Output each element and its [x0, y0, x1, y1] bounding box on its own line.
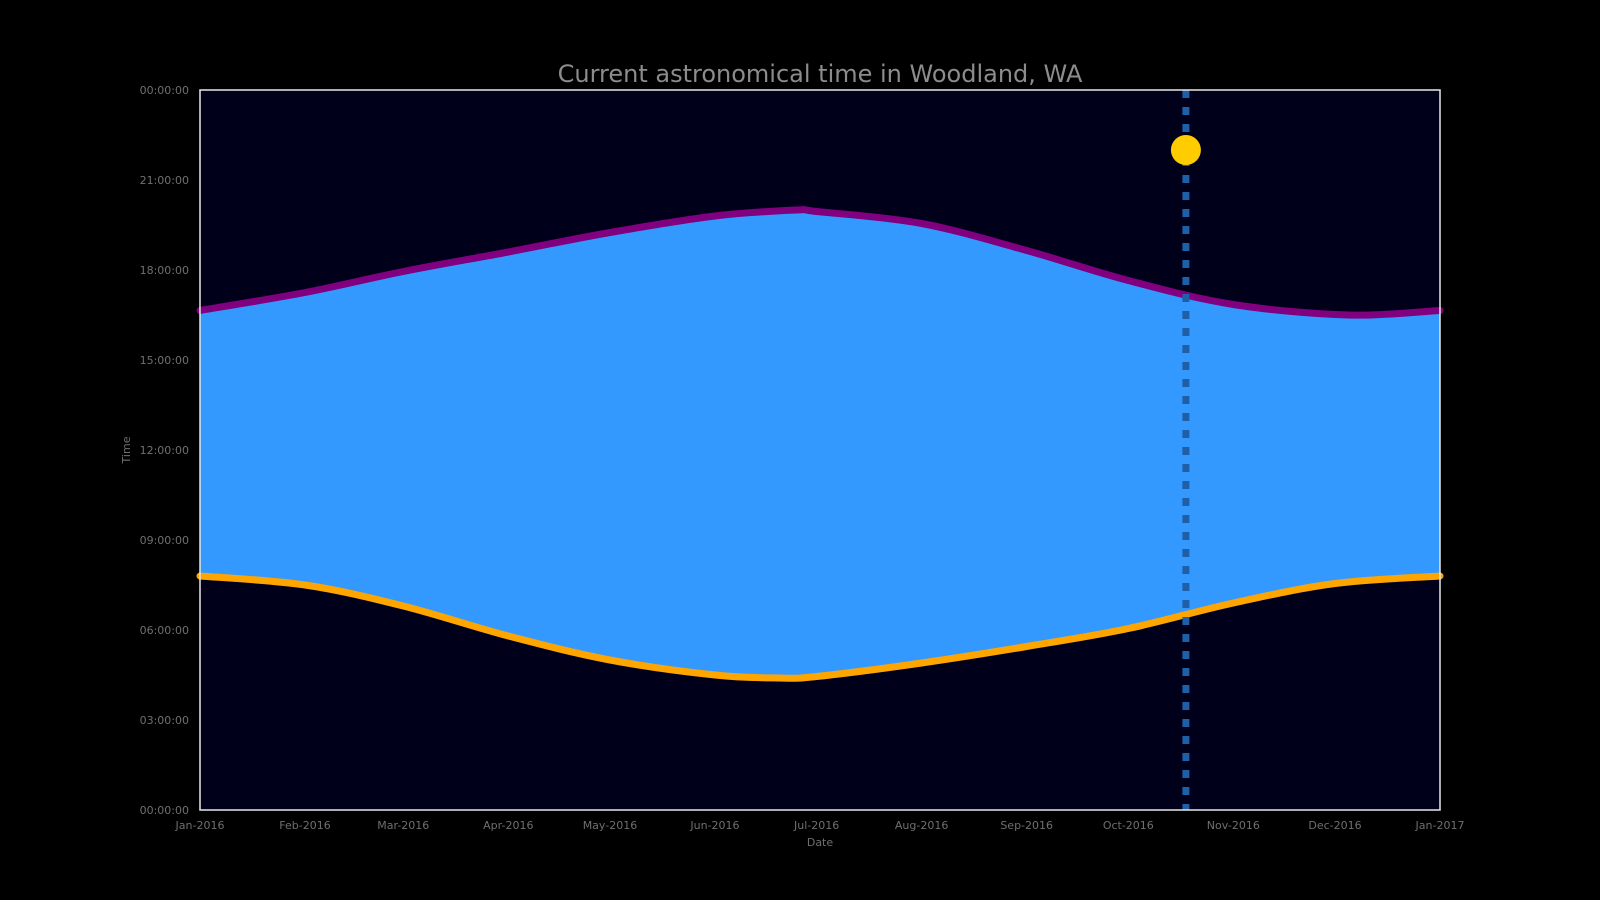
x-axis-ticks: Jan-2016 Feb-2016 Mar-2016 Apr-2016 May-2016… [175, 819, 1465, 832]
y-tick-label: 00:00:00 [140, 84, 189, 97]
y-tick-label: 00:00:00 [140, 804, 189, 817]
sunrise-line [196, 572, 1444, 682]
current-sun-position [1170, 135, 1201, 165]
y-axis-ticks: 00:00:00 03:00:00 06:00:00 09:00:00 12:00:00… [140, 84, 189, 817]
x-tick-label: Sep-2016 [1000, 819, 1053, 832]
daylight-band [200, 209, 1440, 679]
sunset-line [196, 206, 1444, 319]
y-tick-label: 09:00:00 [140, 534, 189, 547]
x-tick-label: Apr-2016 [483, 819, 533, 832]
y-axis-label: Time [120, 436, 133, 464]
x-tick-label: Jun-2016 [689, 819, 739, 832]
x-tick-label: Nov-2016 [1207, 819, 1260, 832]
daylight-band-layer [200, 209, 1440, 679]
y-tick-label: 03:00:00 [140, 714, 189, 727]
x-tick-label: Jan-2017 [1415, 819, 1465, 832]
x-tick-label: Mar-2016 [377, 819, 429, 832]
x-tick-label: Aug-2016 [895, 819, 948, 832]
y-tick-label: 18:00:00 [140, 264, 189, 277]
y-tick-label: 21:00:00 [140, 174, 189, 187]
x-tick-label: Jul-2016 [793, 819, 839, 832]
x-tick-label: Oct-2016 [1103, 819, 1154, 832]
chart-title: Current astronomical time in Woodland, W… [558, 60, 1083, 88]
series-lines-layer [196, 206, 1444, 682]
y-tick-label: 06:00:00 [140, 624, 189, 637]
plot-frame [199, 89, 1441, 811]
y-tick-label: 12:00:00 [140, 444, 189, 457]
x-tick-label: Jan-2016 [175, 819, 225, 832]
x-tick-label: Feb-2016 [279, 819, 330, 832]
current-time-marker-layer [1170, 90, 1201, 810]
x-axis-label: Date [807, 836, 834, 849]
x-tick-label: May-2016 [583, 819, 638, 832]
x-tick-label: Dec-2016 [1308, 819, 1361, 832]
y-tick-label: 15:00:00 [140, 354, 189, 367]
